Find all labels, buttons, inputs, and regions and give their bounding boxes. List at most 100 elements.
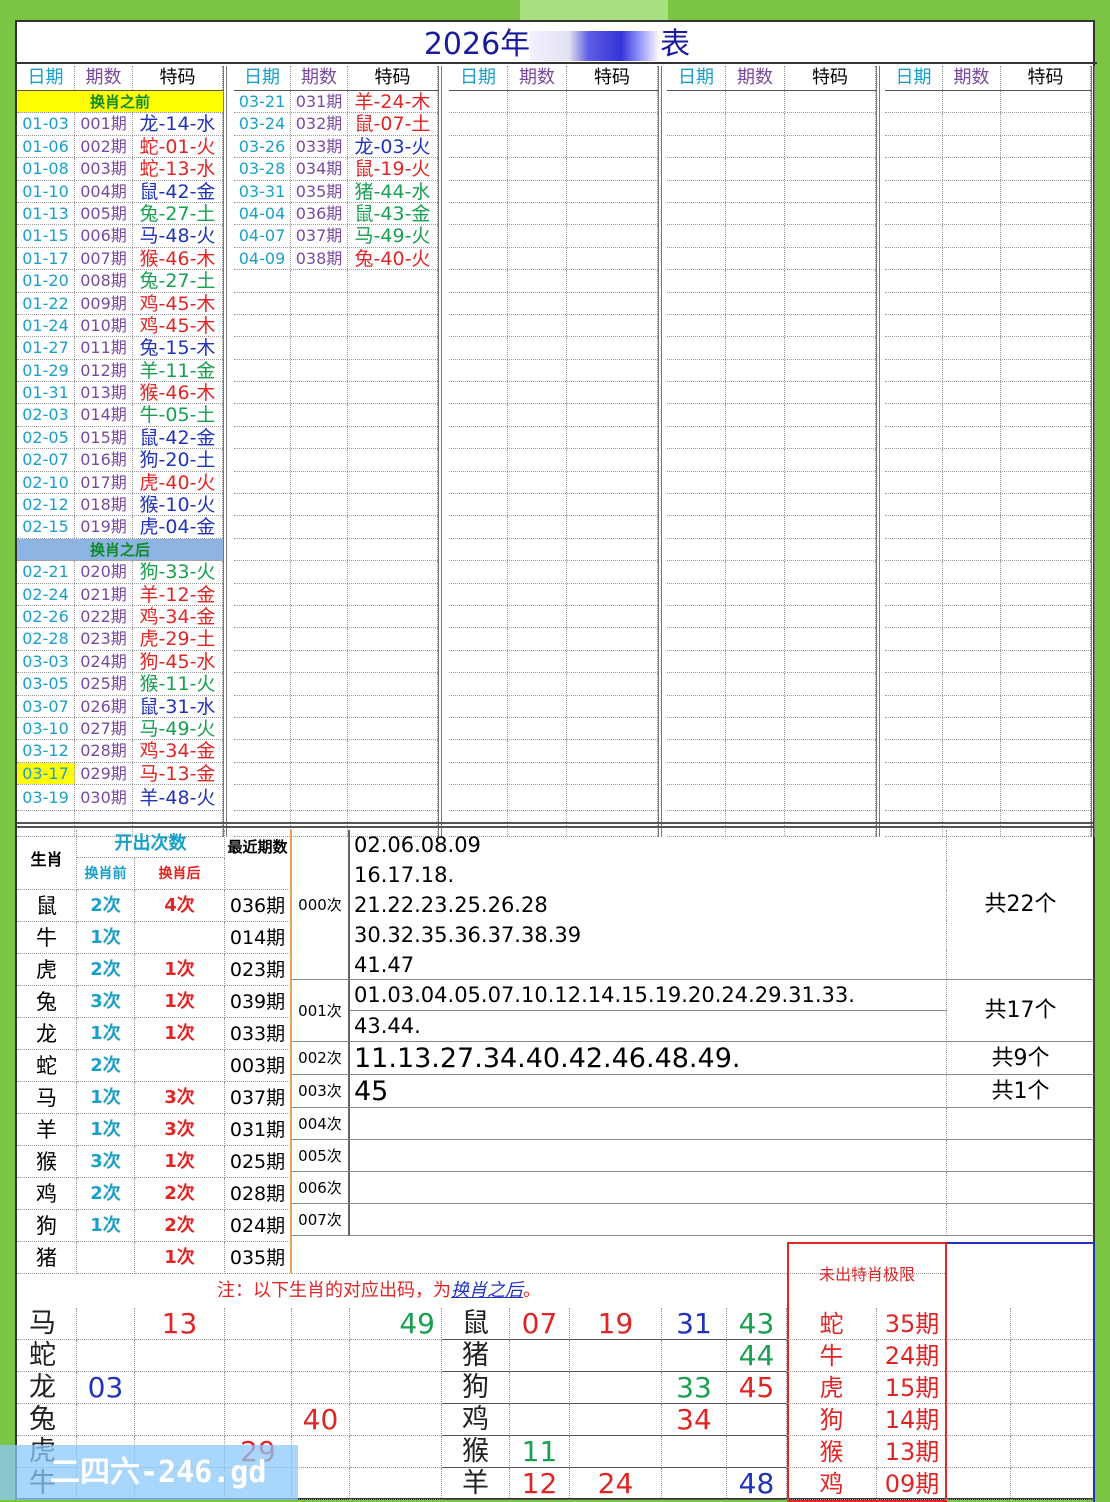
table-row: 03-10 027期 马-49-火 <box>17 717 223 741</box>
table-row: 01-08 003期 蛇-13-水 <box>17 158 223 181</box>
cell-code <box>348 740 438 762</box>
cell-issue <box>726 202 785 225</box>
cell-issue <box>943 113 1001 135</box>
grid-zodiac: 兔 <box>17 1404 77 1436</box>
cell-date <box>449 605 508 628</box>
cell-issue <box>508 628 567 650</box>
cell-code <box>785 359 876 382</box>
cell-date <box>449 270 508 292</box>
grid-number <box>570 1404 662 1436</box>
cell-date <box>449 135 508 158</box>
count-before: 3次 <box>77 1146 135 1178</box>
cell-date <box>667 673 726 695</box>
table-row: 01-13 005期 兔-27-土 <box>17 202 223 226</box>
cell-issue <box>508 673 567 695</box>
table-row <box>449 359 658 383</box>
limit-issue: 35期 <box>877 1308 947 1340</box>
grid-number: 45 <box>727 1372 787 1404</box>
cell-date: 03-17 <box>17 762 75 785</box>
table-row <box>667 740 876 763</box>
cell-date <box>449 740 508 762</box>
cell-code: 兔-27-土 <box>133 270 223 292</box>
grid-number <box>662 1340 727 1372</box>
grid-zodiac: 龙 <box>17 1372 77 1404</box>
cell-issue <box>943 516 1001 538</box>
cell-issue <box>943 158 1001 180</box>
cell-code <box>348 449 438 471</box>
cell-code: 猪-44-水 <box>348 180 438 202</box>
cell-date <box>449 359 508 382</box>
cell-issue <box>291 717 348 740</box>
cell-date: 03-21 <box>234 91 291 113</box>
grid-zodiac: 猪 <box>442 1340 510 1372</box>
table-row <box>885 605 1091 629</box>
cell-issue <box>291 673 348 695</box>
cell-code <box>785 202 876 225</box>
table-row <box>234 337 438 360</box>
cell-date <box>449 202 508 225</box>
cell-issue: 024期 <box>75 650 133 673</box>
cell-issue: 025期 <box>75 673 133 695</box>
cell-code <box>348 583 438 605</box>
cell-date <box>885 404 943 426</box>
cell-issue <box>508 180 567 202</box>
cell-issue <box>943 426 1001 449</box>
times-label: 002次 <box>292 1042 350 1075</box>
cell-code: 猴-46-木 <box>133 382 223 404</box>
cell-date <box>449 561 508 583</box>
cell-issue: 008期 <box>75 270 133 292</box>
header-date: 日期 <box>667 66 726 90</box>
cell-code <box>1001 762 1091 785</box>
cell-issue: 020期 <box>75 561 133 583</box>
cell-code <box>567 673 658 695</box>
cell-date <box>449 628 508 650</box>
cell-date <box>667 270 726 292</box>
cell-code: 狗-20-土 <box>133 449 223 471</box>
table-row <box>449 538 658 562</box>
total-count: 共1个 <box>947 1075 1094 1108</box>
cell-date <box>667 426 726 449</box>
times-label: 007次 <box>292 1204 350 1236</box>
cell-date <box>234 628 291 650</box>
cell-code <box>785 225 876 247</box>
cell-issue: 014期 <box>75 404 133 426</box>
grid-number: 03 <box>77 1372 135 1404</box>
count-before: 1次 <box>77 1210 135 1242</box>
cell-date <box>667 292 726 314</box>
cell-code <box>567 382 658 404</box>
cell-code <box>567 471 658 494</box>
cell-issue <box>291 561 348 583</box>
cell-issue <box>726 337 785 359</box>
table-row: 03-21 031期 羊-24-木 <box>234 91 438 114</box>
cell-code <box>785 91 876 113</box>
zodiac-name: 狗 <box>17 1210 77 1242</box>
recent-issue: 023期 <box>225 954 292 986</box>
empty-cell <box>1011 1308 1093 1340</box>
cell-date <box>667 628 726 650</box>
cell-code: 鼠-43-金 <box>348 202 438 225</box>
cell-issue <box>726 538 785 561</box>
header-issue: 期数 <box>75 66 133 90</box>
cell-date <box>449 785 508 811</box>
cell-issue: 019期 <box>75 516 133 538</box>
number-list: 43.44. <box>350 1011 947 1042</box>
empty-cell <box>947 1404 1011 1436</box>
table-row <box>449 650 658 674</box>
times-label: 003次 <box>292 1075 350 1108</box>
cell-date <box>234 583 291 605</box>
limit-zodiac: 蛇 <box>787 1308 877 1340</box>
table-row <box>885 404 1091 427</box>
grid-number <box>350 1436 442 1468</box>
header-issue: 期数 <box>943 66 1001 90</box>
cell-date <box>667 337 726 359</box>
cell-issue <box>291 695 348 717</box>
cell-code <box>348 762 438 785</box>
cell-date: 01-24 <box>17 314 75 337</box>
table-row: 01-22 009期 鸡-45-木 <box>17 292 223 315</box>
cell-code <box>1001 359 1091 382</box>
note-link[interactable]: 换肖之后 <box>451 1280 523 1301</box>
table-row: 04-04 036期 鼠-43-金 <box>234 202 438 226</box>
table-row: 03-19 030期 羊-48-火 <box>17 785 223 812</box>
number-list <box>350 1108 947 1140</box>
grid-number: 48 <box>727 1468 787 1500</box>
